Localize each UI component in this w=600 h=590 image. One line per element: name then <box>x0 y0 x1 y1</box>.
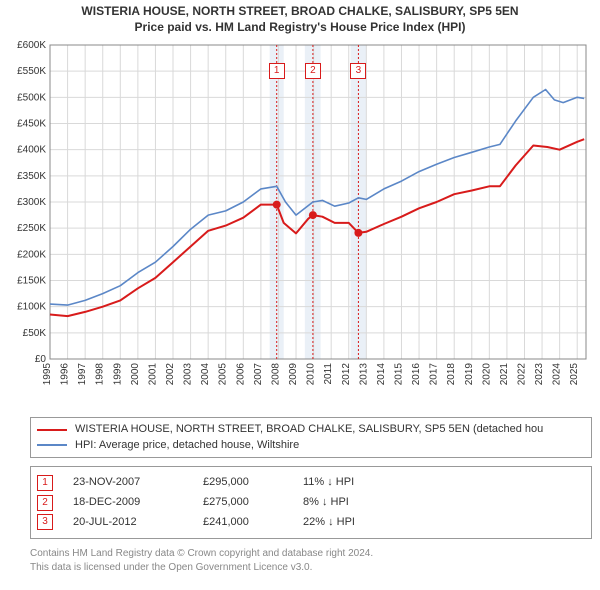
transaction-date: 18-DEC-2009 <box>73 493 183 513</box>
svg-text:£450K: £450K <box>17 119 46 130</box>
footer-attribution: Contains HM Land Registry data © Crown c… <box>30 547 592 574</box>
svg-text:2003: 2003 <box>183 363 194 386</box>
transaction-row: 1 23-NOV-2007 £295,000 11% ↓ HPI <box>37 473 585 493</box>
svg-text:2013: 2013 <box>358 363 369 386</box>
svg-text:2007: 2007 <box>253 363 264 386</box>
svg-text:2014: 2014 <box>376 363 387 386</box>
svg-text:2010: 2010 <box>306 363 317 386</box>
svg-text:£100K: £100K <box>17 302 46 313</box>
transaction-price: £241,000 <box>203 513 283 533</box>
transaction-delta: 11% ↓ HPI <box>303 473 413 493</box>
sale-marker-3: 3 <box>350 63 366 79</box>
transaction-marker: 1 <box>37 475 53 491</box>
svg-text:£400K: £400K <box>17 145 46 156</box>
svg-text:2022: 2022 <box>516 363 527 386</box>
transaction-row: 2 18-DEC-2009 £275,000 8% ↓ HPI <box>37 493 585 513</box>
svg-text:2011: 2011 <box>323 363 334 385</box>
legend-swatch <box>37 429 67 431</box>
footer-line1: Contains HM Land Registry data © Crown c… <box>30 547 592 561</box>
svg-text:2025: 2025 <box>569 363 580 386</box>
svg-text:£300K: £300K <box>17 197 46 208</box>
svg-text:£150K: £150K <box>17 276 46 287</box>
svg-text:1998: 1998 <box>95 363 106 386</box>
legend-label: WISTERIA HOUSE, NORTH STREET, BROAD CHAL… <box>75 422 543 437</box>
svg-text:2018: 2018 <box>446 363 457 386</box>
svg-text:£550K: £550K <box>17 66 46 77</box>
svg-text:2001: 2001 <box>147 363 158 386</box>
line-chart: £0£50K£100K£150K£200K£250K£300K£350K£400… <box>8 39 592 409</box>
svg-text:£500K: £500K <box>17 93 46 104</box>
legend-swatch <box>37 444 67 446</box>
svg-text:£50K: £50K <box>23 328 47 339</box>
svg-text:2005: 2005 <box>218 363 229 386</box>
transaction-date: 20-JUL-2012 <box>73 513 183 533</box>
transaction-price: £295,000 <box>203 473 283 493</box>
svg-text:£600K: £600K <box>17 40 46 51</box>
svg-text:£250K: £250K <box>17 223 46 234</box>
svg-text:2002: 2002 <box>165 363 176 386</box>
chart-area: £0£50K£100K£150K£200K£250K£300K£350K£400… <box>8 39 592 409</box>
sale-marker-2: 2 <box>305 63 321 79</box>
svg-text:2009: 2009 <box>288 363 299 386</box>
svg-text:1997: 1997 <box>77 363 88 386</box>
svg-text:1999: 1999 <box>112 363 123 386</box>
transaction-delta: 8% ↓ HPI <box>303 493 413 513</box>
sale-marker-1: 1 <box>269 63 285 79</box>
svg-text:1995: 1995 <box>42 363 53 386</box>
transaction-date: 23-NOV-2007 <box>73 473 183 493</box>
svg-text:2012: 2012 <box>341 363 352 386</box>
svg-text:2019: 2019 <box>464 363 475 386</box>
svg-text:2006: 2006 <box>235 363 246 386</box>
transactions-box: 1 23-NOV-2007 £295,000 11% ↓ HPI 2 18-DEC-200… <box>30 466 592 539</box>
transaction-marker: 3 <box>37 514 53 530</box>
transaction-marker: 2 <box>37 495 53 511</box>
svg-text:2015: 2015 <box>393 363 404 386</box>
footer-line2: This data is licensed under the Open Gov… <box>30 561 592 575</box>
legend-label: HPI: Average price, detached house, Wilt… <box>75 438 299 453</box>
chart-title-line1: WISTERIA HOUSE, NORTH STREET, BROAD CHAL… <box>8 4 592 20</box>
svg-text:2023: 2023 <box>534 363 545 386</box>
svg-text:2024: 2024 <box>552 363 563 386</box>
transaction-delta: 22% ↓ HPI <box>303 513 413 533</box>
svg-text:2004: 2004 <box>200 363 211 386</box>
svg-text:2017: 2017 <box>429 363 440 386</box>
svg-text:2008: 2008 <box>270 363 281 386</box>
svg-text:1996: 1996 <box>60 363 71 386</box>
transaction-price: £275,000 <box>203 493 283 513</box>
legend-box: WISTERIA HOUSE, NORTH STREET, BROAD CHAL… <box>30 417 592 458</box>
transaction-row: 3 20-JUL-2012 £241,000 22% ↓ HPI <box>37 513 585 533</box>
svg-text:2016: 2016 <box>411 363 422 386</box>
svg-text:£200K: £200K <box>17 250 46 261</box>
svg-text:2021: 2021 <box>499 363 510 386</box>
legend-item: WISTERIA HOUSE, NORTH STREET, BROAD CHAL… <box>37 422 585 437</box>
legend-item: HPI: Average price, detached house, Wilt… <box>37 438 585 453</box>
chart-title-line2: Price paid vs. HM Land Registry's House … <box>8 20 592 36</box>
svg-text:£350K: £350K <box>17 171 46 182</box>
svg-text:2020: 2020 <box>481 363 492 386</box>
svg-text:2000: 2000 <box>130 363 141 386</box>
